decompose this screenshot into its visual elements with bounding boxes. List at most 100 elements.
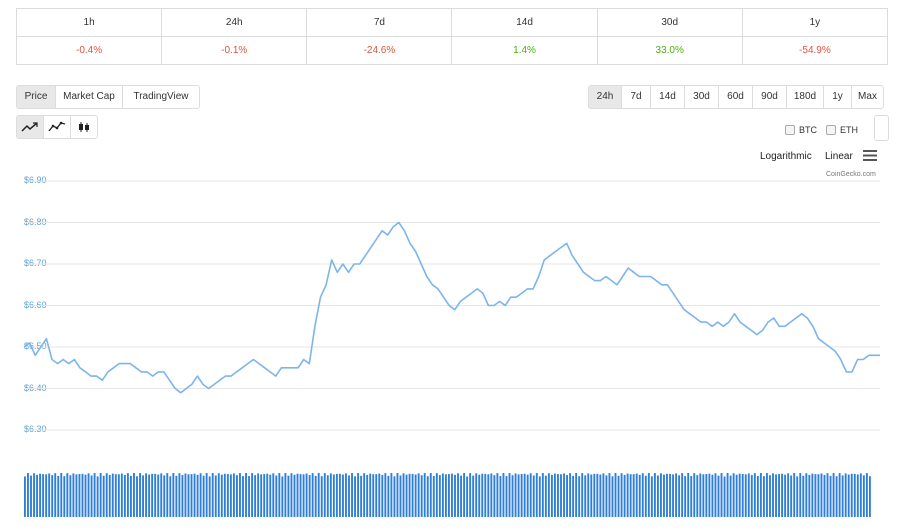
volume-bar [514, 473, 517, 517]
y-tick-label: $6.60 [24, 299, 47, 310]
volume-bar [317, 473, 320, 517]
volume-bar [584, 475, 587, 517]
volume-bar [563, 473, 565, 517]
volume-bar [87, 473, 90, 517]
volume-bar [27, 473, 29, 517]
volume-bar [151, 473, 154, 517]
tab-market-cap[interactable]: Market Cap [56, 86, 123, 108]
chart-view-tabs: Price Market Cap TradingView [16, 85, 200, 109]
range-180d[interactable]: 180d [787, 86, 824, 108]
volume-bar [108, 474, 111, 517]
volume-bar [690, 475, 693, 517]
volume-bar [263, 474, 266, 517]
volume-bar [384, 473, 387, 517]
volume-bar [420, 475, 423, 517]
line-chart-button[interactable] [17, 116, 44, 138]
range-24h[interactable]: 24h [589, 86, 622, 108]
volume-bar [817, 474, 820, 517]
chart-credit: CoinGecko.com [826, 171, 876, 178]
volume-bar [202, 475, 205, 517]
volume-bar [868, 476, 871, 517]
volume-bar [460, 475, 462, 517]
volume-bar [532, 475, 535, 517]
volume-bar [429, 473, 432, 517]
volume-bar [693, 473, 696, 517]
hamburger-menu-icon[interactable] [863, 150, 877, 161]
volume-bar [417, 473, 420, 517]
volume-bar [281, 476, 284, 517]
volume-bar [756, 476, 759, 517]
range-max[interactable]: Max [852, 86, 883, 108]
volume-bar [266, 473, 269, 517]
volume-bar [33, 473, 35, 517]
range-30d[interactable]: 30d [685, 86, 719, 108]
range-14d[interactable]: 14d [651, 86, 685, 108]
tab-tradingview[interactable]: TradingView [123, 86, 199, 108]
volume-bar [408, 473, 411, 517]
period-30d: 30d [596, 8, 743, 37]
volume-bar [163, 475, 166, 517]
dotted-line-chart-icon [48, 121, 66, 132]
volume-bar [481, 473, 484, 517]
price-change-table: 1h 24h 7d 14d 30d 1y -0.4% -0.1% -24.6% … [15, 8, 889, 65]
volume-bar [354, 476, 356, 517]
volume-bar [223, 473, 226, 517]
volume-bar [750, 475, 753, 517]
volume-bar [323, 473, 326, 517]
volume-bar [169, 476, 172, 517]
logarithmic-scale-button[interactable]: Logarithmic [760, 151, 812, 162]
volume-bar [820, 473, 823, 517]
range-60d[interactable]: 60d [719, 86, 753, 108]
volume-bar [811, 473, 814, 517]
y-tick-label: $6.70 [24, 258, 47, 268]
volume-bar [741, 474, 744, 517]
volume-bar [72, 473, 75, 517]
volume-bar [505, 476, 508, 517]
volume-bar [835, 476, 838, 517]
volume-bar [57, 476, 60, 517]
volume-bar [232, 473, 235, 517]
volume-bar [184, 473, 187, 517]
tab-price[interactable]: Price [17, 86, 56, 108]
compare-eth-checkbox[interactable]: ETH [826, 125, 858, 135]
volume-bar [190, 474, 193, 517]
price-series-line [23, 221, 880, 394]
volume-bar [826, 473, 829, 517]
extra-options-button[interactable] [874, 115, 889, 141]
volume-bar [620, 473, 623, 517]
volume-bar [663, 474, 665, 517]
candlestick-chart-button[interactable] [71, 116, 97, 138]
volume-bar [438, 475, 441, 517]
volume-bar [211, 473, 214, 517]
compare-eth-label: ETH [840, 125, 858, 135]
linear-scale-button[interactable]: Linear [825, 151, 853, 162]
range-7d[interactable]: 7d [622, 86, 651, 108]
range-90d[interactable]: 90d [753, 86, 787, 108]
volume-bar [117, 474, 120, 517]
area-chart-button[interactable] [44, 116, 71, 138]
volume-bar [635, 473, 638, 517]
volume-bar [287, 475, 290, 517]
volume-bar [314, 475, 317, 517]
volume-bar [305, 473, 308, 517]
volume-bar [772, 473, 774, 517]
volume-bar [560, 474, 562, 517]
volume-bar [133, 473, 135, 517]
compare-btc-checkbox[interactable]: BTC [785, 125, 817, 135]
volume-bar [123, 474, 126, 517]
volume-bar [357, 473, 360, 517]
volume-bar [538, 476, 541, 517]
range-1y[interactable]: 1y [824, 86, 852, 108]
volume-bar [769, 475, 771, 517]
volume-bar [547, 473, 550, 517]
volume-bar [850, 473, 853, 517]
volume-bar [145, 473, 148, 517]
volume-bar [487, 474, 490, 517]
volume-bar [363, 473, 366, 517]
volume-bar [569, 473, 572, 517]
volume-bar [166, 473, 169, 517]
volume-bar [475, 473, 478, 517]
change-table-header-row: 1h 24h 7d 14d 30d 1y [15, 8, 889, 37]
volume-bar [414, 474, 417, 517]
volume-bar [175, 475, 178, 517]
